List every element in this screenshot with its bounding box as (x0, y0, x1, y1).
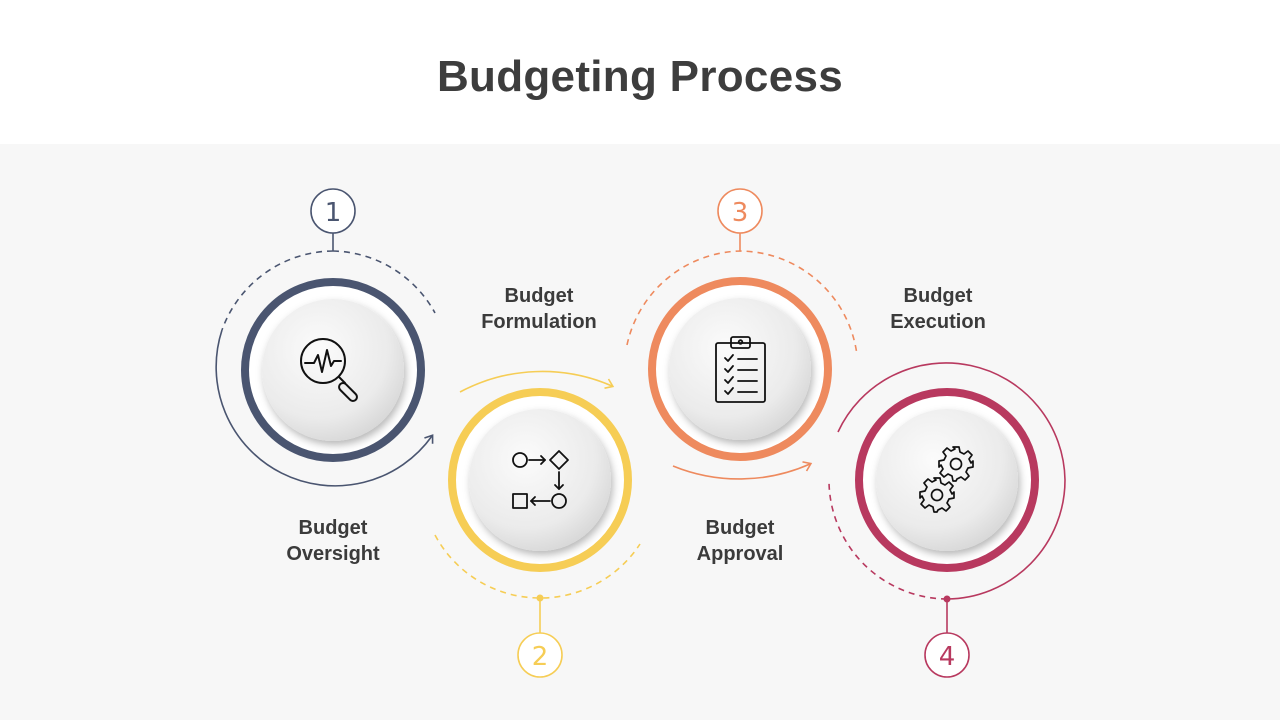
step-2: 2 (434, 370, 641, 678)
step-2-arrow-arc (459, 370, 615, 393)
step-4-number-circle (924, 632, 970, 678)
gears-icon (919, 446, 974, 513)
step-3-label: Budget Approval (630, 515, 850, 567)
step-2-connector-dot (536, 594, 544, 602)
step-4-label: Budget Execution (828, 283, 1048, 335)
step-1: 1 (215, 188, 436, 487)
step-3-disc (669, 298, 811, 440)
page-title: Budgeting Process (436, 52, 844, 101)
step-2-label-line2: Formulation (481, 311, 597, 333)
step-2-label: Budget Formulation (429, 283, 649, 335)
clipboard-checklist-icon (715, 336, 766, 403)
step-1-number: 1 (325, 198, 342, 228)
step-3: 3 (626, 188, 858, 480)
step-2-number-circle (517, 632, 563, 678)
step-1-label-line1: Budget (298, 517, 368, 539)
step-1-arrow-arc (215, 329, 434, 487)
magnifier-pulse-icon (300, 338, 358, 402)
step-4-number: 4 (939, 642, 956, 672)
step-1-dashed-arc-left (221, 250, 334, 331)
step-4-label-line1: Budget (903, 285, 973, 307)
step-3-number: 3 (732, 198, 749, 228)
step-1-number-circle (310, 188, 356, 234)
flowchart-icon (512, 450, 569, 509)
step-2-dashed-arc (434, 534, 641, 599)
step-3-dashed-arc (626, 250, 858, 356)
step-2-label-line1: Budget (504, 285, 574, 307)
step-3-label-line2: Approval (696, 543, 784, 565)
step-4: 4 (828, 362, 1066, 678)
step-4-dashed-arc (828, 481, 948, 600)
diagram-background (0, 144, 1280, 720)
step-3-number-circle (717, 188, 763, 234)
step-1-label-line2: Oversight (286, 543, 380, 565)
step-4-disc (876, 409, 1018, 551)
title-band (0, 0, 1280, 144)
step-2-disc (469, 409, 611, 551)
step-1-label: Budget Oversight (223, 515, 443, 567)
step-3-arrow-arc (672, 461, 813, 480)
step-4-solid-arc (837, 362, 1066, 600)
step-1-dashed-arc (332, 250, 436, 314)
step-4-label-line2: Execution (890, 311, 986, 333)
step-2-number: 2 (532, 642, 549, 672)
step-3-label-line1: Budget (705, 517, 775, 539)
step-4-connector-dot (943, 595, 951, 603)
step-1-disc (262, 299, 404, 441)
